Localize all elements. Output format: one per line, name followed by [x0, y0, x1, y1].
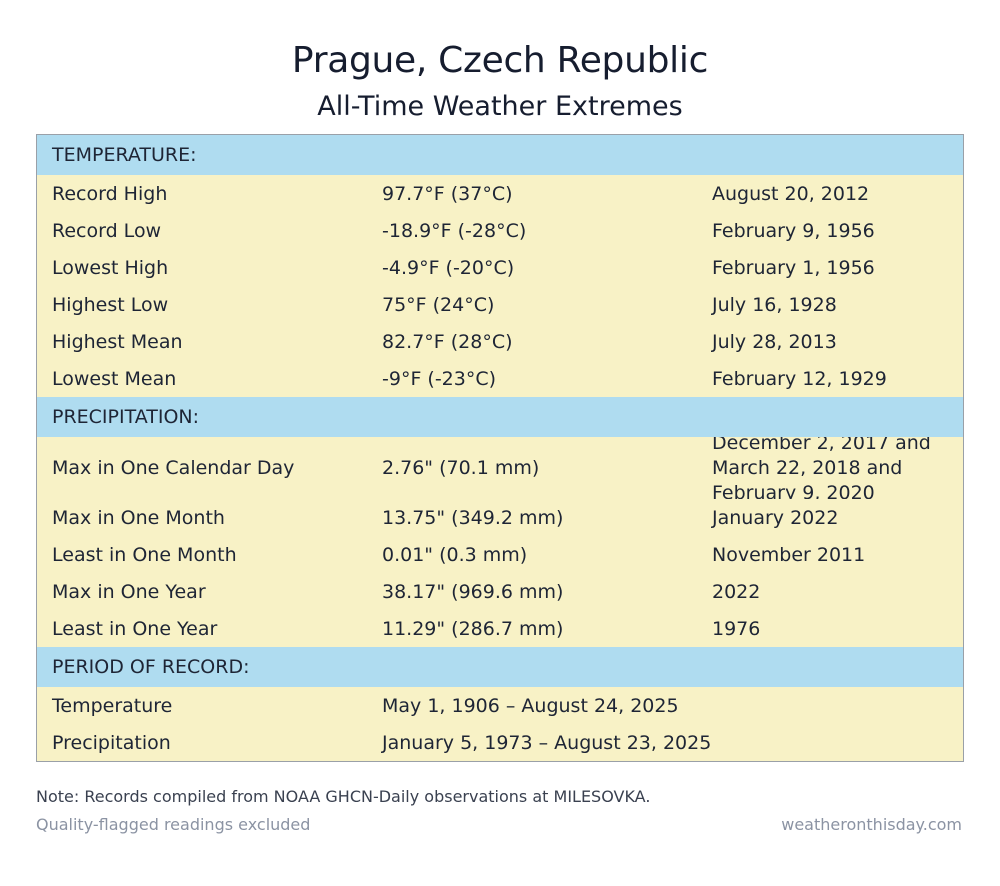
row-label: Least in One Year [52, 617, 218, 640]
row-date: December 2, 2017 and March 22, 2018 and … [712, 437, 931, 499]
row-value: -4.9°F (-20°C) [382, 256, 515, 279]
row-value: 75°F (24°C) [382, 293, 495, 316]
row-label: Lowest High [52, 256, 169, 279]
page-title: Prague, Czech Republic [291, 40, 709, 81]
table-row: Highest Low 75°F (24°C) July 16, 1928 [37, 286, 963, 323]
row-label: Max in One Year [52, 580, 206, 603]
row-date: July 28, 2013 [712, 330, 837, 353]
page-subtitle: All-Time Weather Extremes [317, 91, 683, 122]
row-label: Temperature [52, 694, 173, 717]
disclaimer-text: Quality-flagged readings excluded [36, 815, 311, 834]
table-row: Record High 97.7°F (37°C) August 20, 201… [37, 175, 963, 212]
row-date: January 2022 [712, 506, 839, 529]
table-row: Lowest Mean -9°F (-23°C) February 12, 19… [37, 360, 963, 397]
section-header-precipitation: PRECIPITATION: [37, 397, 963, 437]
section-header-temperature: TEMPERATURE: [37, 135, 963, 175]
row-date: February 12, 1929 [712, 367, 887, 390]
extremes-table: TEMPERATURE: Record High 97.7°F (37°C) A… [36, 134, 964, 762]
row-date: February 1, 1956 [712, 256, 875, 279]
row-label: Record High [52, 182, 168, 205]
row-value: 97.7°F (37°C) [382, 182, 513, 205]
table-row: Max in One Year 38.17" (969.6 mm) 2022 [37, 573, 963, 610]
row-date: 2022 [712, 580, 761, 603]
row-value: 13.75" (349.2 mm) [382, 506, 564, 529]
table-row: Temperature May 1, 1906 – August 24, 202… [37, 687, 963, 724]
row-label: Lowest Mean [52, 367, 177, 390]
row-label: Record Low [52, 219, 162, 242]
row-label: Highest Mean [52, 330, 183, 353]
row-value: 0.01" (0.3 mm) [382, 543, 528, 566]
table-row: Max in One Month 13.75" (349.2 mm) Janua… [37, 499, 963, 536]
section-header-period-of-record: PERIOD OF RECORD: [37, 647, 963, 687]
footnote: Note: Records compiled from NOAA GHCN-Da… [36, 787, 651, 806]
row-value: January 5, 1973 – August 23, 2025 [382, 731, 712, 754]
table-row: Highest Mean 82.7°F (28°C) July 28, 2013 [37, 323, 963, 360]
row-value: -9°F (-23°C) [382, 367, 497, 390]
table-row: Least in One Year 11.29" (286.7 mm) 1976 [37, 610, 963, 647]
row-value: 11.29" (286.7 mm) [382, 617, 564, 640]
row-date: February 9, 1956 [712, 219, 875, 242]
table-row: Least in One Month 0.01" (0.3 mm) Novemb… [37, 536, 963, 573]
row-date: November 2011 [712, 543, 866, 566]
row-label: Least in One Month [52, 543, 237, 566]
row-date: August 20, 2012 [712, 182, 870, 205]
table-row: Record Low -18.9°F (-28°C) February 9, 1… [37, 212, 963, 249]
row-date: 1976 [712, 617, 761, 640]
row-label: Precipitation [52, 731, 171, 754]
row-value: May 1, 1906 – August 24, 2025 [382, 694, 679, 717]
table-row: Precipitation January 5, 1973 – August 2… [37, 724, 963, 761]
row-value: -18.9°F (-28°C) [382, 219, 527, 242]
row-value: 38.17" (969.6 mm) [382, 580, 564, 603]
table-row: Lowest High -4.9°F (-20°C) February 1, 1… [37, 249, 963, 286]
row-date: July 16, 1928 [712, 293, 837, 316]
table-row: Max in One Calendar Day 2.76" (70.1 mm) … [37, 437, 963, 499]
row-value: 82.7°F (28°C) [382, 330, 513, 353]
row-value: 2.76" (70.1 mm) [382, 457, 540, 479]
row-label: Highest Low [52, 293, 169, 316]
source-credit: weatheronthisday.com [781, 815, 962, 834]
row-label: Max in One Month [52, 506, 225, 529]
row-label: Max in One Calendar Day [52, 457, 295, 479]
